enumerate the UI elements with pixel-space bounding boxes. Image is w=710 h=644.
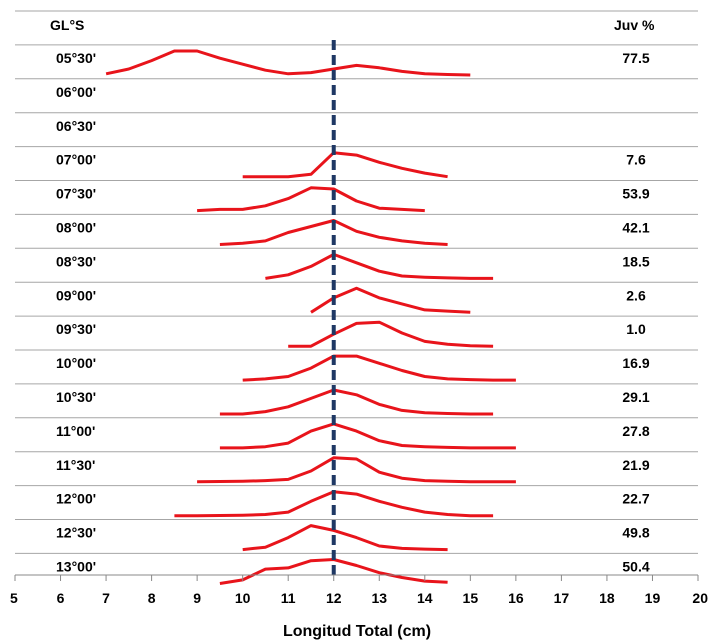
frequency-curve xyxy=(197,188,425,211)
row-label: 06°00' xyxy=(56,84,96,100)
frequency-curve xyxy=(288,322,493,346)
frequency-curve xyxy=(106,51,470,75)
juv-value: 27.8 xyxy=(622,423,649,439)
row-label: 07°00' xyxy=(56,152,96,168)
frequency-curves xyxy=(106,51,516,584)
row-label: 11°00' xyxy=(56,423,95,439)
x-tick-label: 17 xyxy=(554,590,570,606)
frequency-curve xyxy=(265,254,493,278)
x-tick-label: 7 xyxy=(102,590,110,606)
row-label: 10°00' xyxy=(56,355,96,371)
row-label: 09°30' xyxy=(56,321,96,337)
row-label: 08°00' xyxy=(56,220,96,236)
frequency-curve xyxy=(220,390,493,414)
juv-value: 49.8 xyxy=(622,525,649,541)
row-label: 06°30' xyxy=(56,118,96,134)
x-tick-label: 15 xyxy=(463,590,479,606)
row-label: 11°30' xyxy=(56,457,95,473)
row-label: 12°30' xyxy=(56,525,96,541)
frequency-curve xyxy=(220,424,516,448)
juvenile-percent-labels: 77.5 7.6 53.9 42.1 18.5 2.6 1.0 16.9 29.1 27.8 21.… xyxy=(622,50,649,575)
juv-value: 53.9 xyxy=(622,186,649,202)
x-tick-label: 9 xyxy=(193,590,201,606)
row-label: 09°00' xyxy=(56,287,96,303)
juv-value: 1.0 xyxy=(626,321,646,337)
x-tick-label: 12 xyxy=(326,590,342,606)
x-axis-label: Longitud Total (cm) xyxy=(283,623,431,640)
value-header: Juv % xyxy=(614,17,655,33)
juv-value: 42.1 xyxy=(622,220,649,236)
x-tick-label: 6 xyxy=(57,590,65,606)
juv-value: 21.9 xyxy=(622,457,649,473)
row-label: 07°30' xyxy=(56,186,96,202)
juv-value: 16.9 xyxy=(622,355,649,371)
juv-value: 2.6 xyxy=(626,287,646,303)
frequency-curve xyxy=(243,526,448,550)
row-header: GL°S xyxy=(50,17,84,33)
x-tick-label: 16 xyxy=(508,590,524,606)
frequency-curve xyxy=(197,458,516,482)
juv-value: 22.7 xyxy=(622,491,649,507)
x-tick-label: 20 xyxy=(692,590,708,606)
row-label: 08°30' xyxy=(56,253,96,269)
x-ticks: 5 6 7 8 9 10 11 12 13 14 15 16 17 18 19 20 xyxy=(10,575,708,606)
x-tick-label: 14 xyxy=(417,590,433,606)
row-labels: 05°30' 06°00' 06°30' 07°00' 07°30' 08°00' 08°3… xyxy=(56,50,96,575)
x-tick-label: 5 xyxy=(10,590,18,606)
row-label: 13°00' xyxy=(56,559,96,575)
x-tick-label: 10 xyxy=(235,590,251,606)
juv-value: 7.6 xyxy=(626,152,646,168)
row-label: 12°00' xyxy=(56,491,96,507)
row-label: 05°30' xyxy=(56,50,96,66)
x-tick-label: 18 xyxy=(599,590,615,606)
juv-value: 50.4 xyxy=(622,559,649,575)
x-tick-label: 11 xyxy=(281,590,296,606)
juv-value: 77.5 xyxy=(622,50,649,66)
juv-value: 18.5 xyxy=(622,253,649,269)
row-label: 10°30' xyxy=(56,389,96,405)
x-tick-label: 13 xyxy=(371,590,387,606)
frequency-curve xyxy=(243,356,516,380)
grid-lines xyxy=(15,11,698,553)
x-tick-label: 8 xyxy=(148,590,156,606)
x-tick-label: 19 xyxy=(645,590,661,606)
frequency-curve xyxy=(243,153,448,177)
juv-value: 29.1 xyxy=(622,389,649,405)
